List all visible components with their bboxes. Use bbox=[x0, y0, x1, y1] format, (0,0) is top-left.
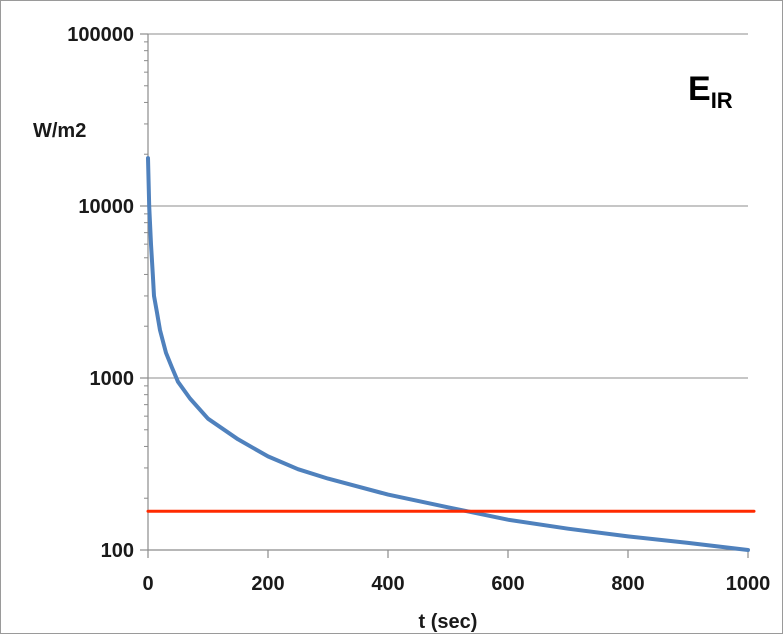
y-tick-label: 100 bbox=[101, 540, 134, 562]
chart-title-main: E bbox=[688, 70, 711, 108]
x-tick-label: 0 bbox=[142, 573, 153, 595]
chart-title-subscript: IR bbox=[711, 88, 733, 113]
y-tick-label: 100000 bbox=[67, 24, 134, 46]
chart-title: EIR bbox=[688, 70, 733, 113]
x-tick-label: 800 bbox=[611, 573, 644, 595]
y-tick-label: 10000 bbox=[78, 196, 134, 218]
x-axis-title: t (sec) bbox=[419, 611, 478, 633]
x-tick-label: 600 bbox=[491, 573, 524, 595]
tick-labels: 100 1000 10000 100000 0 200 400 600 800 1000 bbox=[67, 24, 770, 595]
series-layer bbox=[146, 156, 756, 552]
axes bbox=[140, 33, 749, 558]
gridlines bbox=[148, 33, 748, 551]
series-line-eir bbox=[146, 156, 750, 552]
x-tick-label: 200 bbox=[251, 573, 284, 595]
x-tick-label: 1000 bbox=[726, 573, 771, 595]
y-axis-title: W/m2 bbox=[33, 120, 86, 142]
x-tick-label: 400 bbox=[371, 573, 404, 595]
y-tick-label: 1000 bbox=[90, 368, 135, 390]
